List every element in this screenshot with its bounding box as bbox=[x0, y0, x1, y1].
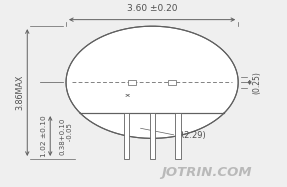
Text: 0.38+0.10
   -0.05: 0.38+0.10 -0.05 bbox=[59, 117, 73, 155]
Text: 3.86MAX: 3.86MAX bbox=[15, 75, 25, 110]
Text: JOTRIN.COM: JOTRIN.COM bbox=[161, 165, 252, 179]
Bar bbox=[150, 113, 155, 159]
Polygon shape bbox=[66, 26, 238, 138]
Bar bbox=[175, 113, 181, 159]
Text: (R2.29): (R2.29) bbox=[175, 131, 206, 140]
Text: 3.60 ±0.20: 3.60 ±0.20 bbox=[127, 4, 177, 13]
Bar bbox=[128, 80, 136, 85]
Bar bbox=[168, 80, 176, 85]
Bar bbox=[124, 113, 129, 159]
Text: 1.02 ±0.10: 1.02 ±0.10 bbox=[42, 115, 47, 157]
Text: (0.25): (0.25) bbox=[252, 71, 261, 94]
